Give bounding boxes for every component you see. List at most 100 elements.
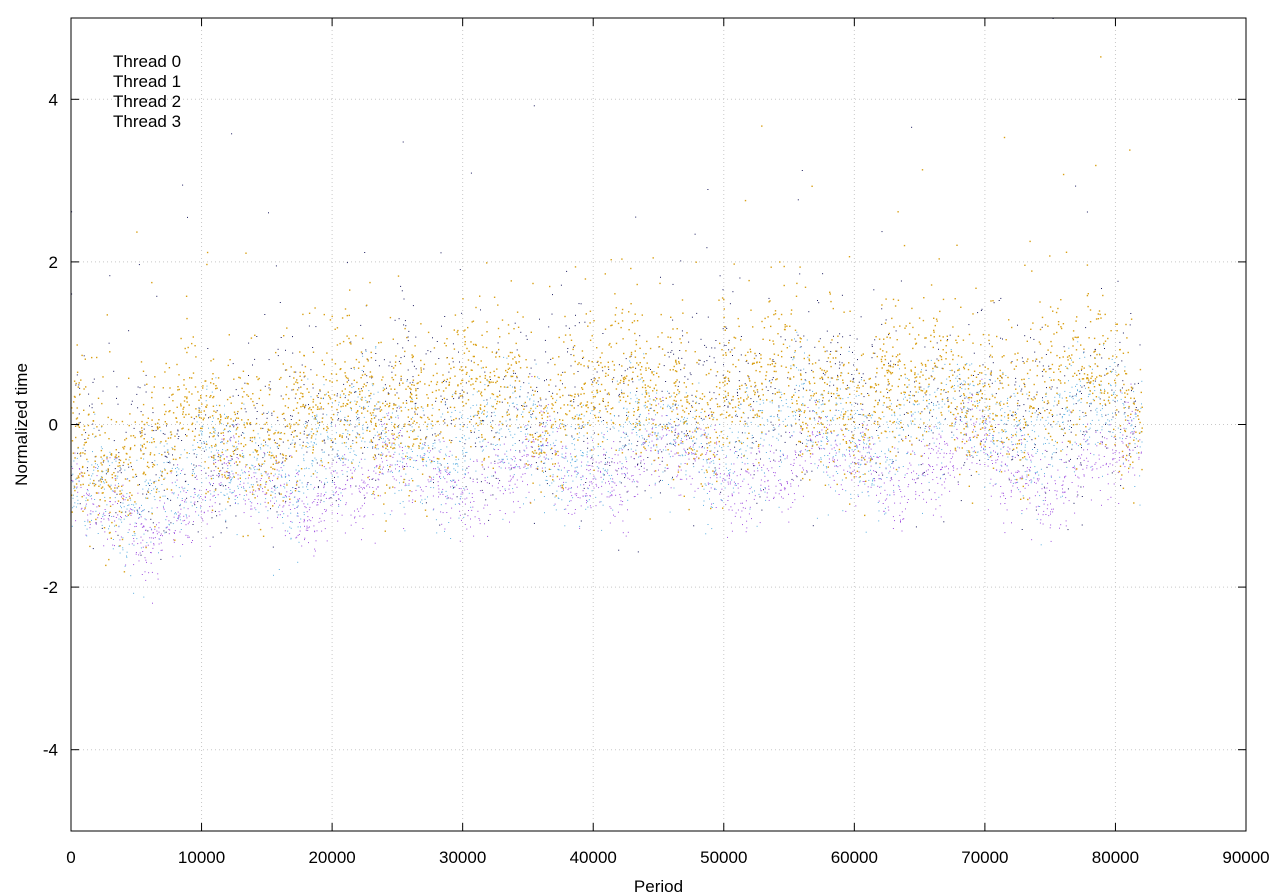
data-point — [1088, 429, 1090, 430]
data-point — [951, 431, 953, 433]
data-point — [288, 475, 290, 477]
data-point — [931, 471, 933, 473]
data-point — [726, 455, 727, 457]
data-point — [420, 501, 421, 503]
data-point — [87, 521, 89, 523]
data-point — [1111, 371, 1112, 373]
data-point — [102, 461, 104, 463]
data-point — [781, 511, 783, 513]
data-point — [894, 413, 896, 415]
data-point — [109, 501, 111, 503]
data-point — [160, 549, 162, 551]
data-point — [1011, 361, 1013, 363]
data-point — [425, 438, 427, 440]
data-point — [863, 441, 864, 443]
data-point — [180, 473, 181, 474]
data-point — [434, 439, 436, 441]
data-point — [672, 476, 673, 478]
data-point — [714, 424, 716, 426]
data-point — [304, 506, 306, 508]
data-point — [428, 452, 430, 454]
data-point — [89, 478, 91, 480]
data-point — [363, 494, 365, 496]
data-point — [126, 493, 128, 495]
data-point — [678, 465, 680, 467]
data-point — [229, 505, 231, 507]
data-point — [465, 439, 467, 441]
data-point — [574, 325, 576, 327]
data-point — [980, 450, 982, 452]
data-point — [826, 350, 828, 352]
data-point — [639, 474, 641, 476]
data-point — [320, 520, 322, 522]
data-point — [1019, 429, 1021, 430]
data-point — [1043, 510, 1045, 512]
data-point — [1141, 403, 1142, 405]
data-point — [180, 529, 182, 530]
data-point — [687, 454, 689, 455]
data-point — [423, 455, 425, 456]
data-point — [1102, 464, 1104, 466]
data-point — [323, 487, 325, 489]
data-point — [147, 530, 149, 532]
data-point — [1119, 389, 1121, 390]
data-point — [278, 569, 280, 570]
data-point — [728, 509, 730, 511]
data-point — [480, 367, 482, 369]
data-point — [235, 424, 237, 426]
data-point — [1048, 422, 1050, 424]
data-point — [426, 436, 428, 438]
data-point — [598, 487, 600, 489]
data-point — [1036, 478, 1038, 480]
data-point — [339, 457, 341, 459]
data-point — [1120, 391, 1122, 393]
data-point — [618, 415, 620, 417]
data-point — [1046, 508, 1048, 510]
data-point — [665, 415, 667, 416]
data-point — [988, 417, 990, 419]
data-point — [987, 509, 989, 511]
data-point — [171, 447, 173, 449]
data-point — [685, 451, 686, 453]
data-point — [95, 522, 97, 524]
data-point — [362, 473, 364, 475]
data-point — [879, 425, 881, 427]
data-point — [1031, 439, 1033, 441]
data-point — [403, 528, 405, 529]
data-point — [320, 458, 322, 460]
data-point — [731, 509, 733, 511]
data-point — [409, 466, 411, 467]
data-point — [351, 472, 353, 474]
data-point — [228, 482, 230, 484]
data-point — [763, 464, 765, 466]
data-point — [1112, 458, 1114, 460]
data-point — [900, 521, 901, 523]
data-point — [1025, 421, 1027, 423]
data-point — [321, 530, 323, 532]
data-point — [703, 429, 705, 431]
data-point — [399, 432, 401, 433]
data-point — [73, 487, 75, 489]
data-point — [476, 460, 478, 462]
data-point — [257, 503, 259, 505]
data-point — [973, 375, 974, 376]
data-point — [822, 273, 824, 275]
data-point — [977, 402, 979, 404]
data-point — [205, 489, 207, 491]
data-point — [521, 442, 523, 444]
data-point — [260, 465, 262, 467]
data-point — [768, 430, 770, 432]
data-point — [89, 513, 91, 515]
data-point — [788, 493, 789, 495]
data-point — [562, 445, 564, 447]
data-point — [392, 476, 394, 478]
data-point — [218, 483, 220, 485]
data-point — [609, 522, 611, 524]
data-point — [1021, 388, 1023, 390]
data-point — [493, 475, 495, 477]
data-point — [964, 443, 966, 445]
data-point — [124, 469, 126, 471]
data-point — [625, 432, 627, 434]
data-point — [234, 495, 236, 497]
data-point — [331, 512, 333, 514]
